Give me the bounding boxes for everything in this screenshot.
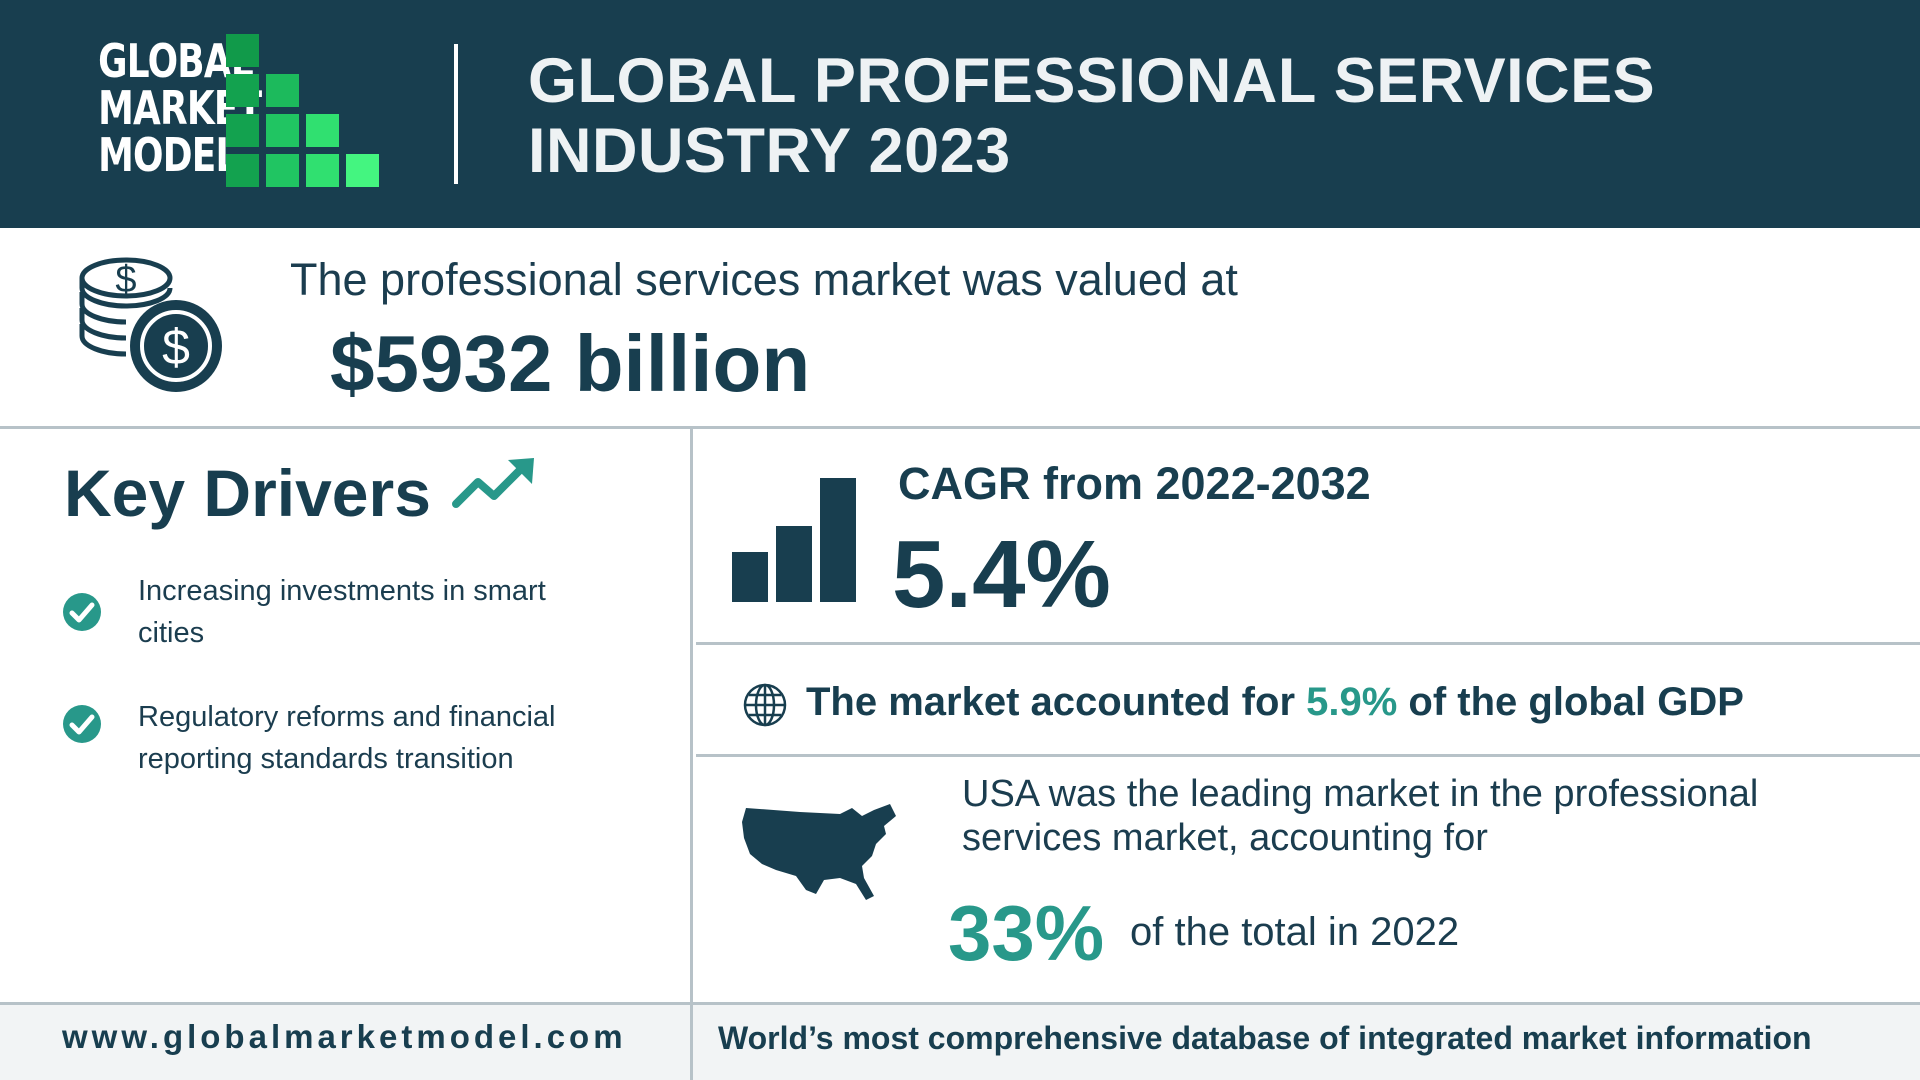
driver-item-2: Regulatory reforms and financial reporti… (138, 701, 556, 775)
usa-statement: USA was the leading market in the profes… (962, 773, 1759, 859)
usa-share-tail: of the total in 2022 (1130, 910, 1460, 954)
section-divider-horizontal (696, 642, 1920, 645)
cagr-value: 5.4% (892, 521, 1111, 628)
coins-dollar-icon: $ $ (79, 257, 222, 392)
footer-divider (690, 1004, 693, 1080)
bar-chart-icon (732, 478, 856, 602)
check-circle-icon (63, 705, 101, 743)
gdp-suffix: of the global GDP (1397, 680, 1744, 724)
logo-wordmark: GLOBAL MARKET MODEL (98, 34, 262, 182)
section-divider-horizontal (0, 426, 1920, 429)
svg-text:$: $ (115, 259, 136, 301)
usa-map-icon (742, 804, 896, 900)
valuation-amount: $5932 billion (330, 319, 811, 408)
logo-line-3: MODEL (98, 128, 238, 182)
logo-line-2: MARKET (98, 81, 262, 135)
header-divider (454, 44, 458, 184)
svg-text:$: $ (162, 319, 190, 375)
footer-tagline: World’s most comprehensive database of i… (718, 1020, 1812, 1056)
check-circle-icon (63, 593, 101, 631)
usa-share-value: 33% (948, 889, 1105, 977)
section-divider-horizontal (696, 754, 1920, 757)
section-divider-vertical (690, 428, 693, 1004)
cagr-label: CAGR from 2022-2032 (898, 458, 1371, 509)
header-banner: GLOBAL MARKET MODEL GLOBAL PROFESSIONAL … (0, 0, 1920, 228)
trending-up-icon (452, 458, 534, 508)
page-title-line-1: GLOBAL PROFESSIONAL SERVICES (528, 46, 1656, 116)
footer-url-link[interactable]: www.globalmarketmodel.com (62, 1018, 627, 1055)
footer-bar (0, 1002, 1920, 1080)
page-title-line-2: INDUSTRY 2023 (528, 116, 1011, 186)
page-title: GLOBAL PROFESSIONAL SERVICES INDUSTRY 20… (528, 46, 1655, 186)
globe-icon (743, 683, 787, 727)
gdp-value: 5.9% (1306, 680, 1398, 724)
logo-line-1: GLOBAL (98, 34, 254, 88)
gdp-prefix: The market accounted for (806, 680, 1307, 724)
valuation-text: The professional services market was val… (290, 254, 1238, 305)
driver-item-1: Increasing investments in smart cities (138, 575, 546, 649)
gdp-statement: The market accounted for 5.9% of the glo… (806, 680, 1744, 725)
key-drivers-title: Key Drivers (64, 456, 431, 530)
